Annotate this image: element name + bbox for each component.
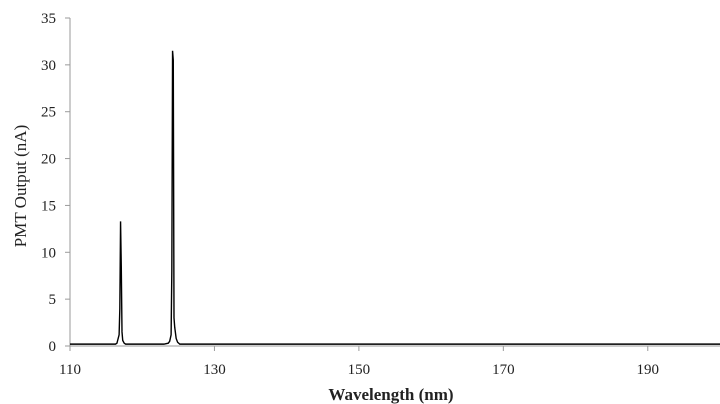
y-tick-label: 25 xyxy=(41,105,56,121)
y-tick-label: 5 xyxy=(49,292,57,308)
y-axis-label: PMT Output (nA) xyxy=(11,125,30,247)
y-tick-label: 15 xyxy=(41,198,56,214)
y-axis-ticks: 0 5 10 15 20 25 30 35 xyxy=(41,11,70,355)
y-tick-label: 20 xyxy=(41,152,56,168)
y-tick-label: 10 xyxy=(41,245,56,261)
y-tick-label: 35 xyxy=(41,11,56,27)
x-tick-label: 130 xyxy=(203,362,226,378)
spectrum-line xyxy=(70,50,720,345)
x-tick-label: 110 xyxy=(59,362,81,378)
x-axis-ticks: 110 130 150 170 190 xyxy=(59,346,659,378)
x-tick-label: 170 xyxy=(492,362,515,378)
y-tick-label: 30 xyxy=(41,58,56,74)
x-tick-label: 190 xyxy=(637,362,660,378)
x-tick-label: 150 xyxy=(348,362,371,378)
x-axis-label: Wavelength (nm) xyxy=(328,385,453,404)
y-tick-label: 0 xyxy=(49,339,57,355)
